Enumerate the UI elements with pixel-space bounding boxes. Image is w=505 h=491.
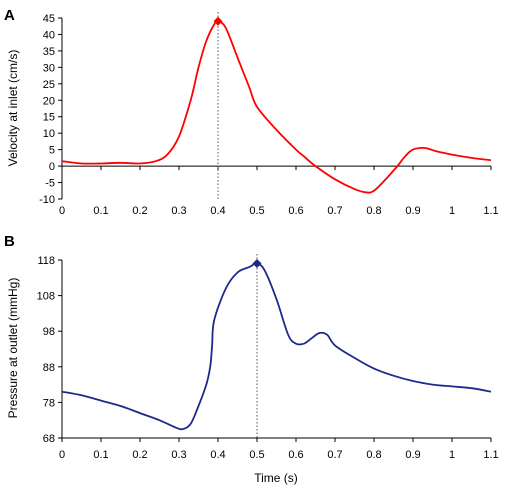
x-tick-label: 1.1 [483, 205, 498, 217]
x-tick-label: 0 [59, 205, 65, 217]
x-tick-label: 0.7 [327, 449, 342, 461]
x-tick-label: 0.5 [249, 449, 264, 461]
x-tick-label: 0.4 [210, 205, 225, 217]
x-tick-label: 0.1 [93, 205, 108, 217]
ylabel-b: Pressure at outlet (mmHg) [6, 278, 20, 419]
y-tick-label: 10 [43, 128, 55, 140]
panel-label-a: A [4, 7, 15, 24]
y-tick-label: 25 [43, 79, 55, 91]
y-tick-label: 35 [43, 46, 55, 58]
x-tick-label: 0 [59, 449, 65, 461]
pressure-chart: 118 108 98 88 78 68 0 0.1 0.2 0.3 0.4 0.5 0.6 0.7 0.8 0… [37, 254, 499, 461]
peak-point [213, 16, 223, 26]
x-tick-label: 0.8 [366, 205, 381, 217]
y-tick-label: 5 [49, 145, 55, 157]
peak-point [252, 259, 262, 269]
y-tick-label: 15 [43, 112, 55, 124]
x-tick-label: 0.9 [405, 449, 420, 461]
y-tick-label: 45 [43, 13, 55, 25]
x-tick-label: 1.1 [483, 449, 498, 461]
xlabel-b: Time (s) [254, 471, 298, 485]
x-tick-label: 0.1 [93, 449, 108, 461]
y-tick-label: 108 [37, 291, 55, 303]
y-tick-label: 20 [43, 95, 55, 107]
y-tick-label: -10 [39, 194, 55, 206]
y-tick-label: 88 [43, 362, 55, 374]
x-tick-label: 0.7 [327, 205, 342, 217]
x-tick-label: 0.9 [405, 205, 420, 217]
y-tick-label: 98 [43, 326, 55, 338]
y-tick-label: -5 [45, 178, 55, 190]
ylabel-a: Velocity at inlet (cm/s) [6, 50, 20, 167]
y-tick-label: 78 [43, 397, 55, 409]
x-tick-label: 0.3 [171, 205, 186, 217]
series-line [61, 20, 492, 194]
x-tick-label: 1 [449, 449, 455, 461]
x-tick-label: 0.4 [210, 449, 225, 461]
x-tick-label: 0.2 [132, 205, 147, 217]
velocity-chart: 45 40 35 30 25 20 15 10 5 0 -5 -10 0 0.1 0.2 0.3 0.4 0.5 0… [39, 12, 499, 217]
x-tick-label: 0.6 [288, 449, 303, 461]
y-tick-label: 0 [49, 161, 55, 173]
series-line [61, 262, 492, 431]
x-tick-label: 0.2 [132, 449, 147, 461]
x-tick-label: 0.3 [171, 449, 186, 461]
x-tick-label: 0.8 [366, 449, 381, 461]
y-tick-label: 68 [43, 433, 55, 445]
y-tick-label: 30 [43, 62, 55, 74]
y-tick-label: 118 [37, 255, 55, 267]
panel-label-b: B [4, 233, 15, 250]
y-tick-label: 40 [43, 29, 55, 41]
x-tick-label: 0.5 [249, 205, 264, 217]
x-tick-label: 1 [449, 205, 455, 217]
x-tick-label: 0.6 [288, 205, 303, 217]
